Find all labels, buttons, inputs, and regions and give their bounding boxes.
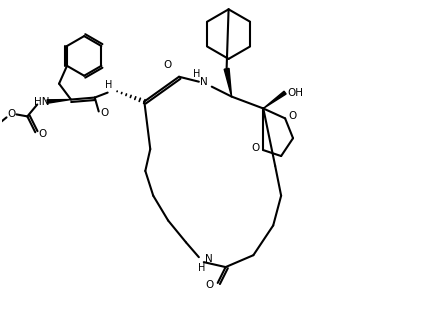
Text: O: O (163, 60, 171, 70)
Text: O: O (101, 109, 109, 119)
Text: H: H (193, 69, 201, 79)
Text: OH: OH (287, 88, 303, 98)
Text: N: N (200, 77, 208, 87)
Text: HN: HN (35, 97, 50, 107)
Text: N: N (205, 254, 213, 264)
Text: O: O (288, 111, 296, 121)
Text: O: O (7, 109, 16, 120)
Text: H: H (198, 263, 205, 273)
Text: H: H (105, 80, 112, 90)
Text: O: O (38, 129, 46, 139)
Text: O: O (206, 280, 214, 290)
Polygon shape (47, 99, 71, 103)
Polygon shape (263, 91, 286, 109)
Polygon shape (224, 68, 232, 97)
Text: O: O (251, 143, 260, 153)
